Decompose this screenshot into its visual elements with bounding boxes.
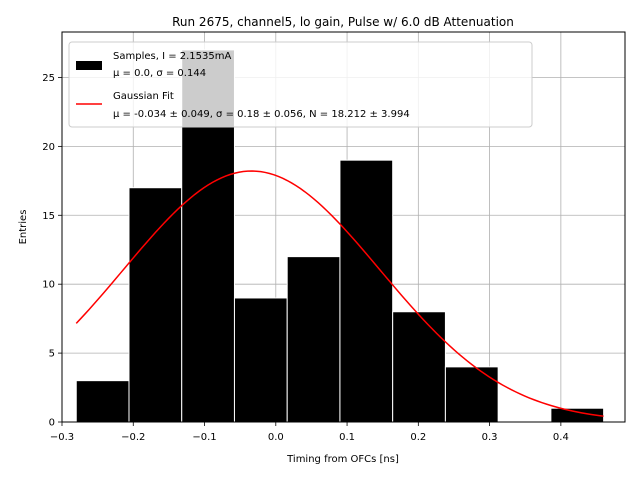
legend-samples-swatch: [76, 61, 102, 70]
y-tick-label-2: 10: [42, 280, 55, 291]
histogram-bar-5: [339, 159, 394, 423]
x-tick-label-0: −0.3: [50, 432, 74, 443]
legend-samples-label: Samples, I = 2.1535mA: [113, 51, 231, 62]
y-axis-label: Entries: [18, 210, 29, 245]
histogram-bar-4: [286, 256, 341, 423]
chart-title: Run 2675, channel5, lo gain, Pulse w/ 6.…: [172, 15, 514, 29]
histogram-bar-0: [75, 380, 130, 423]
legend-samples-stats: μ = 0.0, σ = 0.144: [113, 68, 206, 79]
legend-fit-label: Gaussian Fit: [113, 91, 174, 102]
gaussian-fit-curve: [75, 170, 604, 417]
legend-box: [68, 41, 533, 128]
histogram-bar-6: [392, 311, 446, 423]
x-tick-label-2: −0.1: [192, 432, 216, 443]
y-tick-label-3: 15: [42, 211, 55, 222]
x-axis-label: Timing from OFCs [ns]: [286, 454, 399, 465]
legend-fit-stats: μ = -0.034 ± 0.049, σ = 0.18 ± 0.056, N …: [113, 109, 410, 120]
y-tick-label-1: 5: [49, 349, 55, 360]
legend: Samples, I = 2.1535mA μ = 0.0, σ = 0.144…: [68, 41, 533, 128]
histogram-bar-7: [444, 366, 499, 423]
y-tick-label-0: 0: [49, 418, 55, 429]
histogram-bar-1: [128, 187, 183, 423]
x-tick-label-1: −0.2: [121, 432, 145, 443]
y-tick-label-4: 20: [42, 142, 55, 153]
y-tick-label-5: 25: [42, 73, 55, 84]
histogram-bar-3: [233, 297, 288, 423]
x-tick-label-7: 0.4: [553, 432, 569, 443]
fit-line: [75, 170, 604, 417]
plot-frame: [61, 31, 626, 423]
x-axis-ticks: −0.3 −0.2 −0.1 0.0 0.1 0.2 0.3 0.4: [50, 422, 569, 443]
x-tick-label-5: 0.2: [410, 432, 426, 443]
histogram-bars: [75, 49, 605, 423]
x-tick-label-3: 0.0: [268, 432, 284, 443]
x-tick-label-6: 0.3: [482, 432, 498, 443]
x-tick-label-4: 0.1: [339, 432, 355, 443]
y-axis-ticks: 0 5 10 15 20 25: [42, 73, 62, 429]
